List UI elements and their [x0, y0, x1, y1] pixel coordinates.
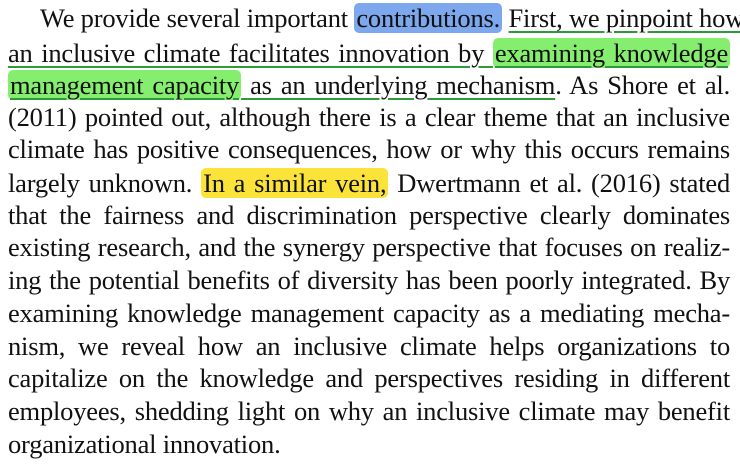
text-line: largely unknown. In a similar vein, Dwer… — [8, 167, 730, 199]
text-line: existing research, and the synergy persp… — [8, 231, 730, 263]
highlight-yellow[interactable]: In a similar vein, — [201, 168, 389, 198]
text-span: We provide several important — [40, 3, 355, 33]
text-span: (2011) pointed out, although there is a … — [8, 102, 730, 132]
text-line: management capacity as an underlying mec… — [8, 69, 730, 101]
text-line: climate has positive consequences, how o… — [8, 133, 730, 165]
text-span: employees, shedding light on why an incl… — [8, 396, 730, 426]
text-line: nism, we reveal how an inclusive climate… — [8, 330, 730, 362]
underlined-text[interactable]: First, we pinpoint how — [508, 3, 740, 33]
text-span: examining knowledge management capacity … — [8, 298, 730, 328]
highlight-green[interactable]: management capacity — [8, 70, 242, 100]
underlined-text[interactable]: an inclusive climate facilitates innovat… — [8, 38, 493, 68]
text-line: that the fairness and discrimination per… — [8, 199, 730, 231]
text-span: capitalize on the knowledge and perspect… — [8, 363, 730, 393]
text-span: existing research, and the synergy persp… — [8, 232, 730, 262]
text-line: We provide several important contributio… — [40, 2, 740, 34]
text-span: ing the potential benefits of diversity … — [8, 265, 730, 295]
text-span: Dwertmann et al. (2016) stated — [388, 168, 730, 198]
text-span: largely unknown. — [8, 168, 202, 198]
text-line: an inclusive climate facilitates innovat… — [8, 37, 731, 69]
text-line: ing the potential benefits of diversity … — [8, 264, 730, 296]
text-span: . As Shore et al. — [555, 70, 731, 100]
text-span: nism, we reveal how an inclusive climate… — [8, 331, 730, 361]
text-line: employees, shedding light on why an incl… — [8, 395, 730, 427]
text-span: climate has positive consequences, how o… — [8, 134, 730, 164]
highlight-green[interactable]: examining knowledge — [492, 38, 731, 68]
text-line: (2011) pointed out, although there is a … — [8, 101, 730, 133]
underlined-text[interactable]: as an underlying mechanism — [241, 70, 556, 100]
text-span: organizational innovation. — [8, 429, 281, 459]
text-line: organizational innovation. — [8, 428, 730, 460]
text-line: examining knowledge management capacity … — [8, 297, 730, 329]
highlight-blue[interactable]: contributions. — [354, 3, 503, 33]
text-line: capitalize on the knowledge and perspect… — [8, 362, 730, 394]
text-span: that the fairness and discrimination per… — [8, 200, 730, 230]
